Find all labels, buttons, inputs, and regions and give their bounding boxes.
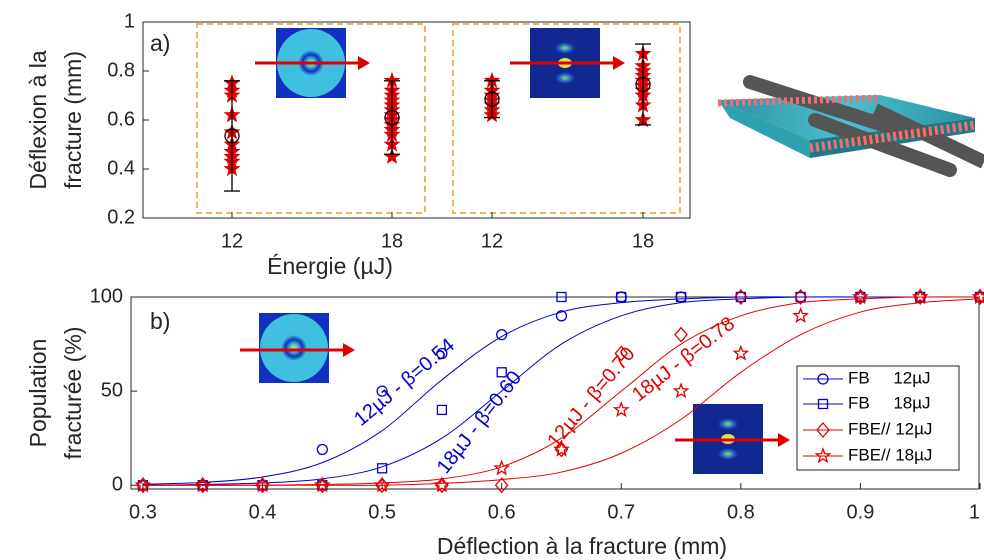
marker [795, 291, 806, 303]
mean-marker [384, 109, 400, 126]
beam-inset [240, 313, 355, 383]
marker [313, 476, 331, 493]
annotation: 18µJ - β=0.60 [433, 367, 526, 478]
marker [376, 463, 388, 474]
sample-illustration [717, 75, 984, 177]
group-box [196, 23, 426, 214]
marker [493, 459, 511, 476]
mean-marker [484, 91, 500, 107]
mean-marker [224, 128, 240, 144]
marker [496, 328, 508, 341]
y-tick-label: 0.2 [107, 206, 135, 228]
marker [134, 476, 152, 493]
x-tick-label: 0.8 [727, 501, 755, 523]
marker [496, 367, 507, 378]
legend-label: FB 12µJ [848, 368, 931, 387]
y-tick-label: 0.6 [107, 108, 135, 130]
x-tick-label: 18 [632, 230, 654, 252]
marker [194, 476, 212, 493]
x-tick-label: 12 [481, 230, 503, 252]
x-tick-label: 0.3 [129, 501, 157, 523]
marker [817, 373, 829, 385]
y-axis-label: Déflexion à la [25, 50, 51, 190]
marker [674, 326, 688, 343]
annotation: 12µJ - β=0.54 [350, 334, 459, 430]
marker [675, 291, 687, 303]
beam-inset [255, 28, 370, 98]
x-axis-label: Énergie (µJ) [267, 253, 393, 279]
marker [494, 477, 509, 494]
plot-frame [130, 296, 980, 490]
error-bar [635, 43, 651, 126]
x-tick-label: 0.5 [368, 501, 396, 523]
marker [433, 476, 451, 493]
fit-curve [142, 296, 980, 486]
marker [555, 310, 568, 322]
legend-label: FBE// 12µJ [848, 419, 932, 438]
marker [556, 291, 567, 303]
error-bar [224, 80, 240, 192]
y-tick-label: 0.8 [107, 59, 135, 81]
x-tick-label: 0.7 [607, 501, 635, 523]
marker [852, 288, 869, 305]
beam-inset [675, 404, 790, 474]
marker [735, 291, 746, 303]
marker [816, 422, 830, 438]
error-bar [384, 80, 400, 155]
error-bar [484, 80, 500, 119]
marker [614, 345, 629, 362]
panel-label: b) [150, 308, 170, 334]
panel-label: a) [150, 30, 170, 56]
marker [732, 344, 750, 361]
marker [436, 404, 448, 416]
y-axis-label: Population [25, 339, 51, 448]
plot-frame [142, 21, 691, 219]
marker [373, 476, 391, 493]
group-box [452, 23, 681, 214]
y-axis-label: fracturée (%) [60, 327, 86, 460]
x-tick-label: 0.6 [488, 501, 516, 523]
marker [436, 347, 448, 360]
marker [911, 288, 929, 305]
x-tick-label: 12 [221, 230, 243, 252]
marker [553, 440, 570, 457]
y-axis-label: fracture (mm) [60, 51, 86, 189]
marker [793, 289, 808, 305]
y-tick-label: 100 [90, 285, 123, 307]
x-tick-label: 18 [381, 230, 403, 252]
marker [612, 401, 630, 418]
beam-inset [510, 28, 625, 98]
marker [376, 385, 388, 397]
marker [792, 306, 810, 323]
legend-label: FBE// 18µJ [848, 445, 932, 464]
legend-label: FB 18µJ [848, 393, 931, 412]
mean-marker [635, 76, 651, 93]
marker [254, 476, 272, 493]
x-tick-label: 0.4 [249, 501, 277, 523]
y-tick-label: 0.4 [107, 157, 135, 179]
marker [316, 443, 328, 456]
y-tick-label: 50 [101, 379, 123, 401]
x-tick-label: 0.9 [847, 501, 875, 523]
fit-curve [142, 298, 981, 486]
annotation: 12µJ - β=0.70 [543, 343, 639, 452]
legend-box [796, 365, 960, 471]
marker [971, 288, 984, 305]
y-tick-label: 1 [124, 10, 135, 32]
marker [733, 289, 748, 305]
marker [817, 398, 829, 410]
marker [616, 291, 627, 303]
marker [814, 447, 832, 464]
x-tick-label: 1 [969, 501, 980, 523]
x-axis-label: Déflection à la fracture (mm) [437, 533, 727, 559]
marker [672, 382, 690, 399]
y-tick-label: 0 [112, 474, 123, 496]
